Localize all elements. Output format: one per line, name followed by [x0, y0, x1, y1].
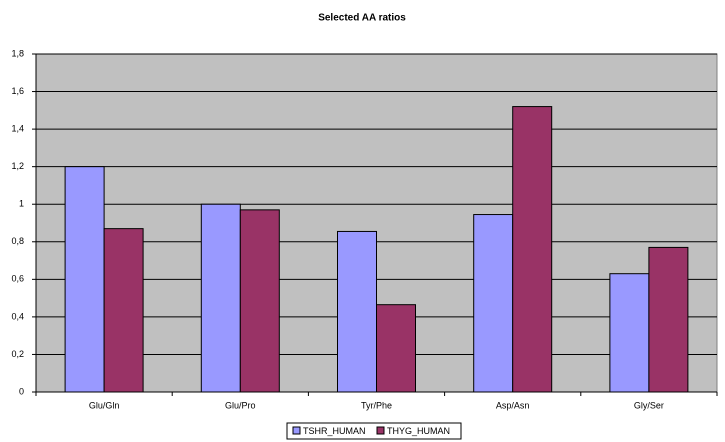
bar: [337, 230, 377, 393]
legend-swatch: [292, 426, 301, 435]
legend-box: [286, 422, 462, 440]
x-tick-label: Glu/Pro: [225, 400, 256, 410]
bar: [200, 203, 241, 393]
legend-label: THYG_HUMAN: [387, 426, 450, 436]
bar: [512, 106, 553, 393]
bar: [648, 246, 689, 393]
y-tick-label: 1,2: [11, 161, 24, 171]
legend-swatch: [376, 426, 385, 435]
chart-title: Selected AA ratios: [318, 13, 406, 24]
y-tick-label: 1,6: [11, 86, 24, 96]
bar: [239, 209, 280, 393]
bar: [376, 304, 416, 393]
y-tick-label: 0,4: [11, 311, 24, 321]
bar: [64, 166, 105, 393]
bar: [473, 214, 514, 393]
x-tick-label: Gly/Ser: [634, 400, 664, 410]
x-tick-label: Asp/Asn: [496, 400, 530, 410]
bar: [103, 228, 144, 393]
y-tick-label: 0,2: [11, 349, 24, 359]
legend-label: TSHR_HUMAN: [303, 426, 366, 436]
y-tick-label: 0,8: [11, 236, 24, 246]
y-tick-label: 0: [19, 386, 24, 396]
bar: [609, 273, 650, 393]
x-tick-label: Tyr/Phe: [361, 400, 392, 410]
y-tick-label: 0,6: [11, 274, 24, 284]
y-tick-label: 1,4: [11, 123, 24, 133]
y-tick-label: 1: [19, 199, 24, 209]
x-tick-label: Glu/Gln: [89, 400, 120, 410]
y-tick-label: 1,8: [11, 48, 24, 58]
